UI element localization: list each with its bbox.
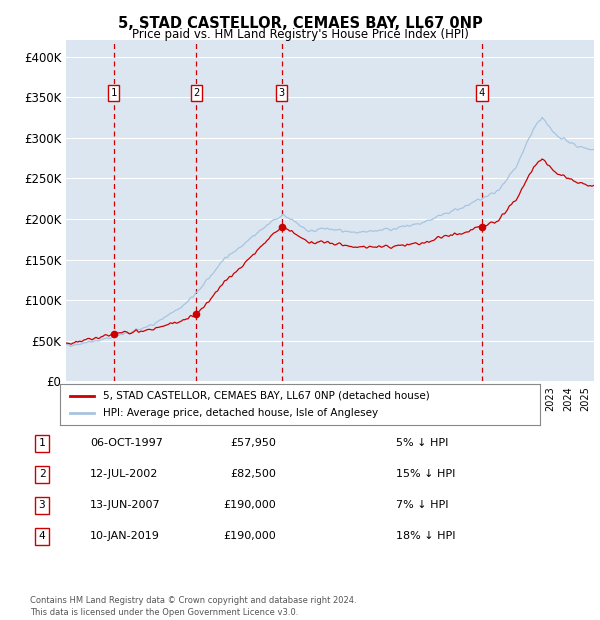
- Text: 13-JUN-2007: 13-JUN-2007: [90, 500, 161, 510]
- Text: 10-JAN-2019: 10-JAN-2019: [90, 531, 160, 541]
- Text: 4: 4: [479, 88, 485, 98]
- Text: 18% ↓ HPI: 18% ↓ HPI: [396, 531, 455, 541]
- Text: £190,000: £190,000: [223, 531, 276, 541]
- Text: 5% ↓ HPI: 5% ↓ HPI: [396, 438, 448, 448]
- Text: 2: 2: [193, 88, 199, 98]
- Text: 5, STAD CASTELLOR, CEMAES BAY, LL67 0NP (detached house): 5, STAD CASTELLOR, CEMAES BAY, LL67 0NP …: [103, 391, 430, 401]
- Text: 2: 2: [38, 469, 46, 479]
- Text: 4: 4: [38, 531, 46, 541]
- Text: 5, STAD CASTELLOR, CEMAES BAY, LL67 0NP: 5, STAD CASTELLOR, CEMAES BAY, LL67 0NP: [118, 16, 482, 30]
- Text: 7% ↓ HPI: 7% ↓ HPI: [396, 500, 449, 510]
- Text: 1: 1: [110, 88, 117, 98]
- Text: HPI: Average price, detached house, Isle of Anglesey: HPI: Average price, detached house, Isle…: [103, 409, 379, 419]
- Text: £82,500: £82,500: [230, 469, 276, 479]
- Text: £57,950: £57,950: [230, 438, 276, 448]
- Text: 1: 1: [38, 438, 46, 448]
- Text: 06-OCT-1997: 06-OCT-1997: [90, 438, 163, 448]
- Text: 12-JUL-2002: 12-JUL-2002: [90, 469, 158, 479]
- Text: Price paid vs. HM Land Registry's House Price Index (HPI): Price paid vs. HM Land Registry's House …: [131, 28, 469, 41]
- Text: 3: 3: [278, 88, 284, 98]
- Text: 3: 3: [38, 500, 46, 510]
- Text: Contains HM Land Registry data © Crown copyright and database right 2024.
This d: Contains HM Land Registry data © Crown c…: [30, 596, 356, 617]
- Text: 15% ↓ HPI: 15% ↓ HPI: [396, 469, 455, 479]
- Text: £190,000: £190,000: [223, 500, 276, 510]
